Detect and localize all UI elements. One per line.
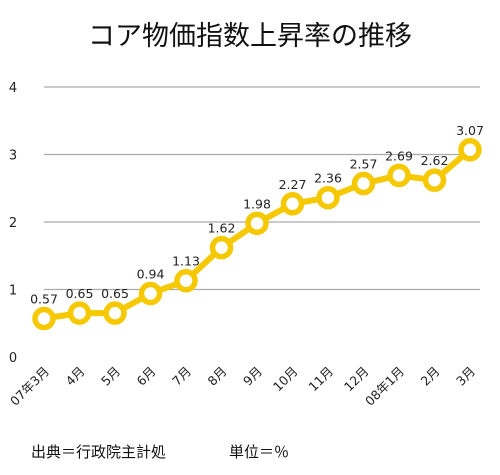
data-label: 0.94 (137, 267, 165, 282)
x-tick-label: 8月 (205, 364, 230, 389)
data-label: 2.62 (421, 153, 449, 168)
y-tick-label: 4 (9, 81, 17, 96)
data-point (32, 306, 56, 331)
data-label: 0.57 (30, 292, 58, 307)
data-point (103, 301, 127, 325)
x-tick-label: 08年1月 (362, 364, 407, 409)
data-point (422, 168, 447, 192)
data-point (316, 185, 340, 210)
unit-note: 単位＝％ (229, 443, 290, 461)
x-tick-label: 7月 (169, 364, 194, 389)
x-tick-label: 4月 (63, 364, 88, 389)
data-label: 0.65 (101, 286, 129, 301)
x-tick-label: 9月 (240, 364, 265, 389)
x-tick-label: 2月 (418, 364, 443, 389)
data-point (280, 192, 305, 216)
data-point (67, 301, 92, 325)
data-label: 2.36 (314, 171, 342, 186)
data-label: 3.07 (456, 123, 484, 138)
data-point (387, 163, 411, 188)
data-point (138, 281, 163, 306)
data-label: 2.27 (279, 177, 307, 192)
data-point (458, 138, 482, 162)
data-label: 1.62 (208, 221, 236, 236)
data-label: 2.57 (350, 157, 378, 172)
data-label: 2.69 (385, 148, 413, 163)
data-label: 0.65 (66, 286, 94, 301)
y-tick-label: 1 (9, 284, 17, 299)
y-tick-label: 2 (9, 216, 17, 231)
y-tick-label: 3 (9, 149, 17, 164)
data-label: 1.98 (243, 196, 271, 211)
source-note: 出典＝行政院主計処 (31, 443, 167, 461)
x-tick-label: 07年3月 (7, 364, 52, 409)
y-tick-label: 0 (9, 351, 17, 366)
data-point (245, 211, 269, 236)
x-tick-label: 10月 (270, 364, 301, 395)
data-point (174, 268, 198, 293)
x-tick-label: 3月 (453, 364, 478, 389)
x-tick-label: 12月 (341, 364, 372, 395)
data-point (209, 235, 234, 260)
data-point (351, 171, 376, 196)
data-label: 1.13 (172, 254, 200, 269)
x-tick-label: 6月 (134, 364, 159, 389)
x-tick-label: 5月 (98, 364, 123, 389)
x-tick-label: 11月 (305, 364, 336, 395)
chart-title: コア物価指数上昇率の推移 (88, 21, 412, 52)
